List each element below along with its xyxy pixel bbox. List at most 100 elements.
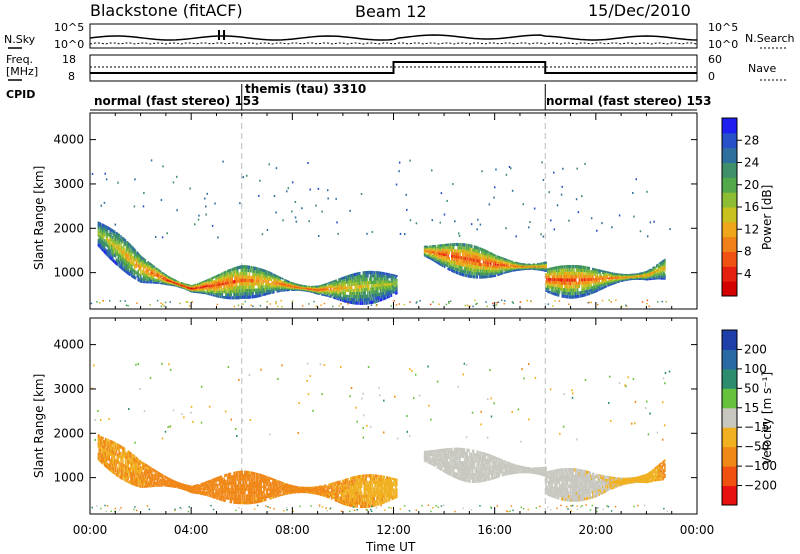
echo-cell bbox=[462, 273, 465, 277]
echo-cell bbox=[362, 294, 365, 299]
echo-cell bbox=[235, 282, 238, 287]
echo-cell bbox=[653, 268, 655, 271]
echo-cell bbox=[492, 263, 495, 266]
echo-cell bbox=[118, 260, 120, 265]
echo-cell bbox=[102, 223, 104, 227]
echo-cell bbox=[277, 277, 280, 280]
echo-cell bbox=[470, 251, 473, 255]
echo-cell bbox=[356, 278, 358, 283]
echo-cell bbox=[540, 267, 543, 269]
echo-cell bbox=[328, 282, 330, 284]
echo-cell bbox=[201, 288, 204, 291]
echo-cell bbox=[483, 275, 486, 279]
echo-cell bbox=[333, 295, 336, 298]
echo-cell bbox=[168, 282, 170, 284]
echo-cell bbox=[165, 276, 168, 279]
echo-cell bbox=[372, 290, 375, 294]
echo-cell bbox=[321, 289, 324, 292]
echo-cell bbox=[236, 276, 239, 280]
echo-cell bbox=[236, 279, 239, 283]
echo-cell bbox=[609, 281, 611, 284]
echo-cell bbox=[125, 246, 128, 251]
echo-cell bbox=[230, 280, 233, 284]
echo-cell bbox=[279, 279, 281, 282]
echo-cell bbox=[244, 271, 246, 276]
echo-cell bbox=[631, 273, 634, 276]
echo-cell bbox=[143, 270, 146, 274]
echo-cell bbox=[443, 246, 446, 249]
echo-cell bbox=[591, 286, 593, 289]
echo-cell bbox=[374, 287, 376, 291]
echo-cell bbox=[609, 276, 611, 278]
echo-cell bbox=[432, 258, 435, 260]
echo-cell bbox=[212, 294, 215, 297]
echo-cell bbox=[227, 275, 230, 279]
echo-cell bbox=[275, 275, 278, 277]
echo-cell bbox=[200, 292, 203, 294]
echo-cell bbox=[555, 278, 557, 282]
echo-cell bbox=[102, 245, 104, 249]
echo-cell bbox=[547, 280, 550, 284]
echo-cell bbox=[468, 257, 470, 261]
echo-cell bbox=[566, 278, 569, 282]
echo-cell bbox=[134, 270, 137, 274]
echo-cell bbox=[150, 271, 153, 274]
echo-cell bbox=[330, 286, 332, 289]
echo-cell bbox=[652, 270, 655, 273]
echo-cell bbox=[431, 251, 433, 253]
echo-cell bbox=[223, 290, 225, 294]
echo-cell bbox=[438, 248, 440, 251]
echo-cell bbox=[492, 260, 495, 264]
echo-cell bbox=[158, 275, 160, 277]
echo-cell bbox=[282, 281, 285, 283]
echo-cell bbox=[330, 281, 333, 283]
echo-cell bbox=[277, 279, 280, 281]
echo-cell bbox=[654, 267, 656, 269]
echo-cell bbox=[311, 288, 313, 290]
echo-cell bbox=[542, 262, 545, 265]
echo-cell bbox=[265, 280, 268, 283]
echo-cell bbox=[259, 268, 262, 272]
echo-cell bbox=[506, 267, 508, 269]
echo-cell bbox=[291, 288, 293, 291]
echo-cell bbox=[279, 282, 281, 285]
echo-cell bbox=[154, 280, 157, 282]
echo-cell bbox=[122, 261, 125, 265]
echo-cell bbox=[277, 280, 280, 283]
echo-cell bbox=[580, 265, 582, 269]
echo-cell bbox=[552, 266, 555, 270]
echo-cell bbox=[143, 278, 146, 281]
echo-cell bbox=[610, 274, 613, 277]
echo-cell bbox=[457, 242, 459, 247]
echo-cell bbox=[514, 269, 517, 272]
echo-cell bbox=[367, 280, 370, 285]
echo-cell bbox=[550, 267, 553, 271]
echo-cell bbox=[431, 255, 433, 258]
echo-cell bbox=[359, 301, 362, 305]
echo-cell bbox=[335, 293, 338, 296]
echo-cell bbox=[472, 255, 475, 259]
echo-cell bbox=[266, 289, 269, 293]
echo-cell bbox=[611, 279, 614, 282]
echo-cell bbox=[243, 268, 245, 272]
echo-cell bbox=[383, 294, 385, 298]
echo-cell bbox=[596, 287, 599, 290]
echo-cell bbox=[198, 287, 201, 290]
echo-cell bbox=[593, 268, 596, 271]
echo-cell bbox=[482, 254, 485, 258]
echo-cell bbox=[267, 289, 270, 293]
echo-cell bbox=[215, 290, 217, 293]
echo-cell bbox=[383, 280, 385, 284]
echo-cell bbox=[209, 290, 212, 293]
echo-cell bbox=[235, 269, 238, 274]
echo-cell bbox=[269, 289, 272, 292]
echo-cell bbox=[464, 260, 467, 264]
echo-cell bbox=[556, 266, 558, 270]
echo-cell bbox=[120, 252, 122, 256]
echo-cell bbox=[207, 283, 210, 286]
echo-cell bbox=[477, 252, 479, 257]
echo-cell bbox=[603, 277, 606, 280]
echo-cell bbox=[162, 277, 165, 279]
echo-cell bbox=[344, 284, 347, 287]
echo-cell bbox=[387, 283, 390, 286]
